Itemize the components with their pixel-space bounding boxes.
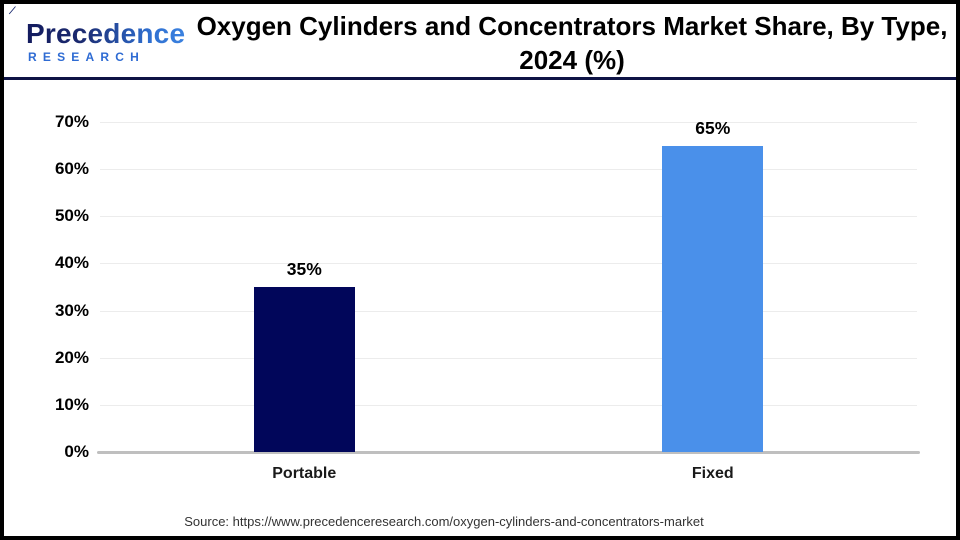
gridline (100, 357, 917, 359)
y-tick-label: 60% (54, 159, 89, 179)
gridline (100, 216, 917, 218)
gridline (100, 404, 917, 406)
y-tick-label: 20% (54, 347, 89, 367)
header-divider (4, 77, 956, 80)
gridline (100, 122, 917, 123)
precedence-research-logo: Precedence RESEARCH (4, 5, 194, 64)
logo-wordmark: Precedence (26, 17, 186, 49)
x-axis-line (97, 451, 920, 454)
y-tick-label: 50% (54, 206, 89, 226)
logo-subtitle: RESEARCH (28, 49, 145, 64)
bar-value-label-portable: 35% (286, 259, 322, 279)
chart-title-line2: 2024 (%) (519, 44, 625, 75)
bar-value-label-fixed: 65% (695, 117, 731, 138)
chart-area: 0% 10% 20% 30% 40% 50% 60% 70% 35% Portable 65% Fi… (4, 80, 956, 536)
y-tick-label: 40% (54, 253, 89, 273)
y-tick-label: 10% (54, 394, 89, 414)
gridline (100, 169, 917, 171)
bar-portable (253, 287, 355, 452)
y-tick-label: 30% (54, 300, 89, 320)
plot-area: 35% Portable 65% Fixed (97, 118, 920, 482)
chart-title: Oxygen Cylinders and Concentrators Marke… (194, 5, 956, 77)
y-axis: 0% 10% 20% 30% 40% 50% 60% 70% (4, 112, 89, 461)
gridline (100, 263, 917, 265)
leaf-icon (8, 5, 17, 15)
bar-fixed (662, 145, 764, 452)
y-tick-label: 0% (64, 442, 89, 461)
x-category-label-portable: Portable (272, 465, 337, 482)
x-category-label-fixed: Fixed (691, 465, 734, 482)
chart-title-line1: Oxygen Cylinders and Concentrators Marke… (196, 10, 948, 41)
header: Precedence RESEARCH Oxygen Cylinders and… (4, 4, 956, 77)
y-tick-label: 70% (54, 112, 89, 131)
gridline (100, 310, 917, 312)
source-text: Source: https://www.precedenceresearch.c… (184, 514, 704, 529)
